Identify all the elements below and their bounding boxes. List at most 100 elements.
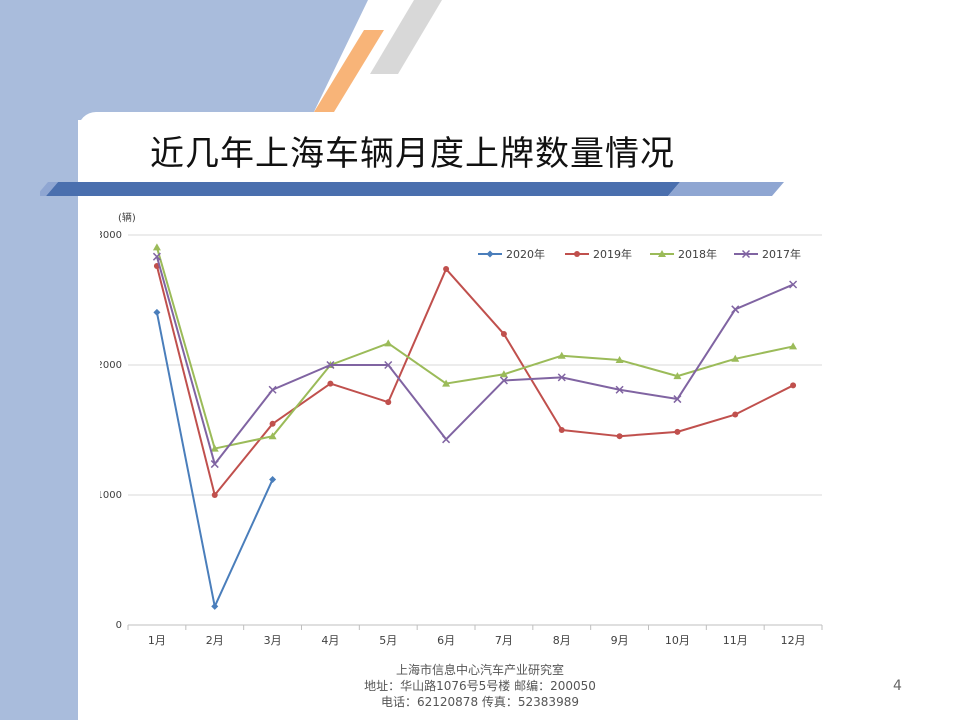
series-3-point-2-b <box>268 385 277 394</box>
legend-marker-3 <box>741 249 751 259</box>
series-3-point-3 <box>326 360 335 370</box>
footer-line-1: 上海市信息中心汽车产业研究室 <box>395 663 564 677</box>
legend-marker-3-b <box>741 249 751 259</box>
series-1-point-1 <box>211 492 218 498</box>
series-line-2 <box>155 247 794 450</box>
series-3-point-5-b <box>442 435 451 444</box>
series-3-point-8-b <box>615 385 624 394</box>
series-3-point-3-b <box>326 360 335 370</box>
x-tick-label-9: 10月 <box>665 634 690 647</box>
series-3-point-4-b <box>384 360 393 370</box>
series-2-point-0 <box>152 243 161 251</box>
series-3-point-6-b <box>499 376 508 385</box>
title-underline <box>40 182 784 196</box>
gray-stripe <box>370 0 442 74</box>
x-tick-label-11: 12月 <box>781 634 806 647</box>
footer-line-2: 地址：华山路1076号5号楼 邮编：200050 <box>364 679 596 693</box>
y-tick-label-0: 0 <box>116 620 122 631</box>
legend-label-1: 2019年 <box>593 247 632 261</box>
line-chart: (辆) 0 21000 42000 63000 1月 2月 3月 4月 5月 6月 7月 8月 9月 10… <box>100 211 823 647</box>
series-1-point-4 <box>385 399 392 406</box>
top-blue-band <box>0 0 368 120</box>
series-0-point-0 <box>153 308 161 316</box>
series-2-point-1 <box>210 444 219 452</box>
y-axis-label: (辆) <box>118 211 136 224</box>
series-1-point-11 <box>790 382 797 389</box>
legend-marker-2 <box>658 250 666 257</box>
x-tick-label-3: 4月 <box>321 634 339 647</box>
slide-card <box>78 112 960 720</box>
y-tick-label-3: 63000 <box>100 230 122 241</box>
series-0-point-2 <box>269 476 277 484</box>
slide-title: 近几年上海车辆月度上牌数量情况 <box>150 134 675 174</box>
legend-label-0: 2020年 <box>506 247 545 261</box>
series-1-point-6 <box>500 331 507 338</box>
footer-line-3: 电话：62120878 传真：52383989 <box>381 695 579 709</box>
page-number: 4 <box>893 678 902 694</box>
series-3-point-7 <box>557 373 566 382</box>
grid-layer <box>128 234 822 496</box>
series-1-point-7 <box>558 427 565 433</box>
series-3-point-1 <box>210 460 219 469</box>
underline-main <box>46 182 680 196</box>
x-tick-label-10: 11月 <box>723 634 748 647</box>
series-line-0 <box>155 312 274 608</box>
series-3-point-11 <box>789 280 798 289</box>
orange-stripe <box>314 30 384 112</box>
series-1-point-5 <box>443 266 450 273</box>
series-2-point-9 <box>673 372 682 380</box>
series-3-point-0 <box>152 252 161 261</box>
top-decor-band <box>0 0 442 120</box>
left-decor-band <box>0 0 78 720</box>
series-2-point-6 <box>499 370 508 378</box>
series-3-point-10 <box>731 305 740 314</box>
series-3-point-1-b <box>210 460 219 469</box>
chart-legend: 2020年 2019年 2018年 2017年 <box>478 247 801 261</box>
y-tick-label-2: 42000 <box>100 360 122 371</box>
series-3-point-4 <box>384 360 393 370</box>
series-2-point-8 <box>615 356 624 364</box>
series-2-point-7 <box>557 351 566 359</box>
series-line-3 <box>155 256 794 466</box>
series-3-point-8 <box>615 385 624 394</box>
series-1-point-3 <box>327 380 334 387</box>
series-3-point-7-b <box>557 373 566 382</box>
series-3-point-9 <box>673 395 682 404</box>
x-tick-label-4: 5月 <box>379 634 397 647</box>
series-layer <box>152 243 798 610</box>
underline-light <box>668 182 784 196</box>
legend-marker-1 <box>574 251 580 257</box>
x-tick-label-8: 9月 <box>611 634 629 647</box>
x-tick-label-2: 3月 <box>264 634 282 647</box>
axis-layer: (辆) 0 21000 42000 63000 1月 2月 3月 4月 5月 6月 7月 8月 9月 10… <box>100 211 823 647</box>
series-2-point-4 <box>384 339 393 347</box>
series-3-point-6 <box>499 376 508 385</box>
x-tick-label-0: 1月 <box>148 634 166 647</box>
footer: 上海市信息中心汽车产业研究室 地址：华山路1076号5号楼 邮编：200050 … <box>300 662 660 710</box>
x-tick-label-1: 2月 <box>206 634 224 647</box>
y-tick-label-1: 21000 <box>100 490 122 501</box>
series-2-point-5 <box>442 379 451 387</box>
x-tick-label-7: 8月 <box>553 634 571 647</box>
series-3-point-10-b <box>731 305 740 314</box>
series-1-point-9 <box>674 428 681 435</box>
series-0-point-1 <box>211 602 219 610</box>
legend-label-3: 2017年 <box>762 247 801 261</box>
series-3-point-5 <box>442 435 451 444</box>
series-1-point-10 <box>732 411 739 418</box>
series-2-point-2 <box>268 432 277 440</box>
x-tick-label-6: 7月 <box>495 634 513 647</box>
series-line-1 <box>155 265 794 496</box>
underline-light-left <box>40 182 58 196</box>
series-1-point-8 <box>616 433 623 440</box>
series-3-point-11-b <box>789 280 798 289</box>
legend-label-2: 2018年 <box>678 247 717 261</box>
series-3-point-0-b <box>152 252 161 261</box>
x-tick-label-5: 6月 <box>437 634 455 647</box>
series-2-point-10 <box>731 354 740 362</box>
series-3-point-2 <box>268 385 277 394</box>
legend-marker-0 <box>486 250 494 258</box>
series-2-point-11 <box>789 342 798 350</box>
series-3-point-9-b <box>673 395 682 404</box>
series-1-point-2 <box>269 420 276 427</box>
